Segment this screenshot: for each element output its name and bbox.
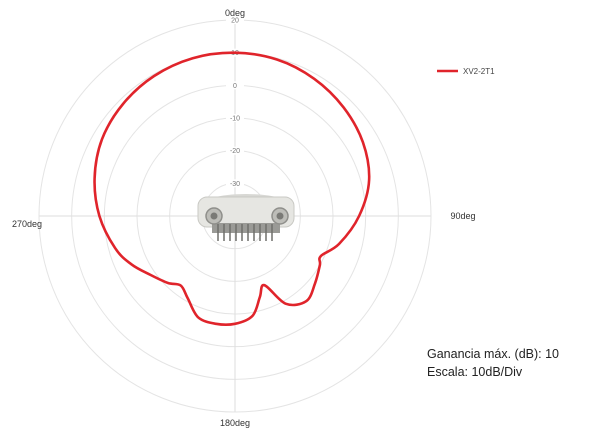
- angle-label: 270deg: [12, 219, 42, 229]
- max-gain-note: Ganancia máx. (dB): 10: [427, 347, 560, 361]
- radial-tick-label: -30: [230, 181, 240, 188]
- radial-tick-label: -20: [230, 148, 240, 155]
- series-line: [93, 51, 371, 326]
- series-layer: [93, 51, 371, 326]
- tick-label-bg: [226, 114, 244, 122]
- tick-label-bg: [226, 179, 244, 188]
- legend-label: XV2-2T1: [463, 67, 495, 76]
- tick-label-bg: [226, 81, 244, 90]
- angle-label: 180deg: [220, 418, 250, 428]
- radial-tick-label: -10: [230, 116, 240, 123]
- legend: XV2-2T1: [437, 67, 495, 76]
- angle-label: 90deg: [450, 211, 475, 221]
- radial-tick-label: 20: [231, 18, 239, 25]
- antenna-device-icon: [197, 194, 295, 241]
- angle-labels: 0deg 90deg 180deg 270deg: [12, 8, 476, 428]
- scale-note: Escala: 10dB/Div: [427, 365, 523, 379]
- tick-label-bg: [226, 146, 244, 155]
- angle-label: 0deg: [225, 8, 245, 18]
- radial-tick-label: 0: [233, 83, 237, 90]
- tick-label-bg: [226, 16, 244, 24]
